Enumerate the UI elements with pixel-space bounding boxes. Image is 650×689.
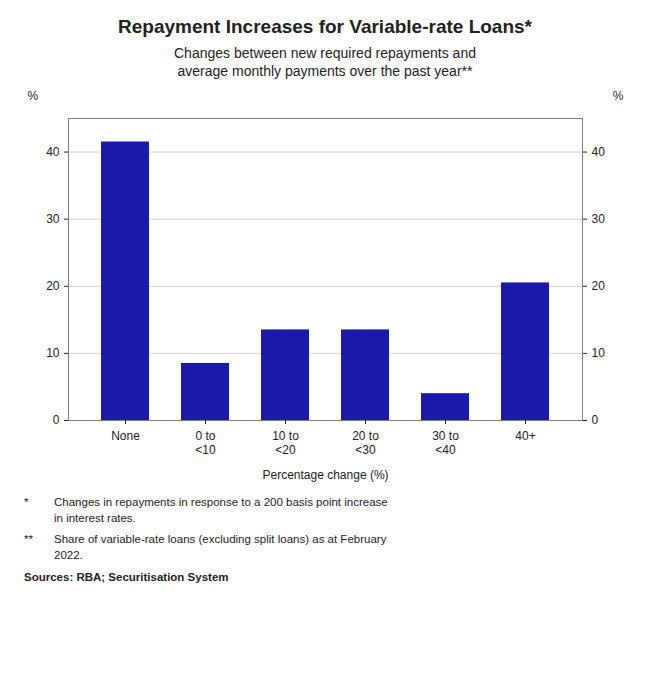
svg-text:40+: 40+ bbox=[515, 429, 535, 443]
svg-text:0: 0 bbox=[53, 414, 60, 428]
svg-text:30 to<40: 30 to<40 bbox=[432, 429, 459, 457]
svg-text:30: 30 bbox=[592, 212, 606, 226]
svg-text:40: 40 bbox=[46, 145, 60, 159]
svg-text:0: 0 bbox=[592, 414, 599, 428]
svg-text:Percentage change (%): Percentage change (%) bbox=[262, 468, 388, 482]
svg-text:%: % bbox=[613, 89, 624, 103]
svg-text:0 to<10: 0 to<10 bbox=[195, 429, 216, 457]
svg-text:20 to<30: 20 to<30 bbox=[352, 429, 379, 457]
html-text:Changes in repayments in respo: Changes in repayments in response to a 2… bbox=[54, 496, 388, 525]
svg-text:30: 30 bbox=[46, 212, 60, 226]
svg-text:10 to<20: 10 to<20 bbox=[272, 429, 299, 457]
svg-text:40: 40 bbox=[592, 145, 606, 159]
svg-text:%: % bbox=[28, 89, 39, 103]
html-text:Changes between new required r: Changes between new required repayments … bbox=[174, 45, 476, 80]
svg-text:None: None bbox=[111, 429, 140, 443]
svg-text:10: 10 bbox=[592, 347, 606, 361]
html-text:Sources: RBA; Securitisation S: Sources: RBA; Securitisation System bbox=[24, 570, 229, 583]
svg-text:10: 10 bbox=[46, 347, 60, 361]
html-text:Share of variable-rate loans (: Share of variable-rate loans (excluding … bbox=[54, 532, 387, 561]
svg-text:20: 20 bbox=[46, 279, 60, 293]
html-text:Repayment Increases for Variab: Repayment Increases for Variable-rate Lo… bbox=[118, 16, 532, 37]
svg-text:20: 20 bbox=[592, 279, 606, 293]
